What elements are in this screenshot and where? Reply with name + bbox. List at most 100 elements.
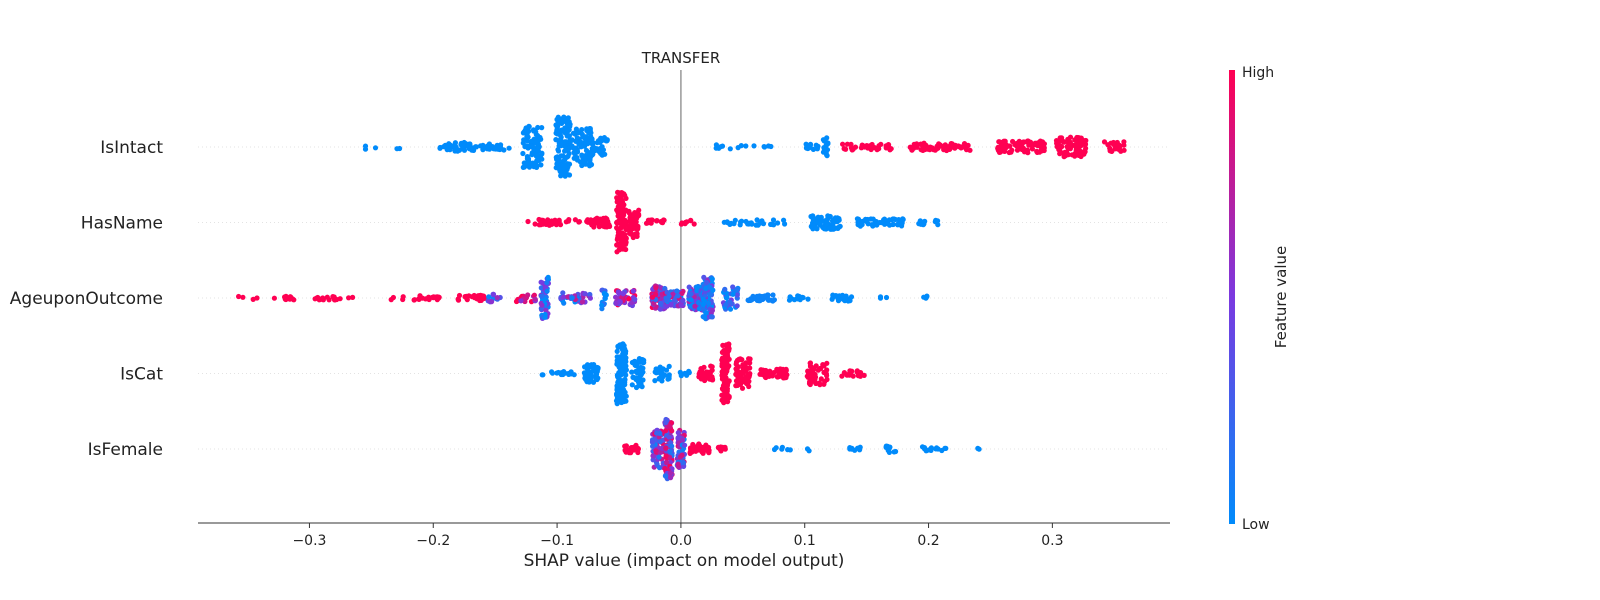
data-point — [513, 298, 520, 305]
data-point — [623, 367, 629, 373]
data-point — [1014, 147, 1021, 153]
data-point — [918, 147, 924, 153]
data-point — [686, 368, 692, 374]
data-point — [614, 197, 621, 203]
series-IsFemale — [622, 416, 982, 482]
data-point — [891, 449, 897, 455]
data-point — [663, 445, 669, 451]
data-point — [826, 225, 833, 231]
data-point — [533, 129, 539, 135]
data-point — [746, 356, 752, 362]
data-point — [782, 221, 788, 227]
data-point — [580, 134, 586, 140]
data-point — [587, 295, 594, 301]
data-point — [758, 367, 764, 373]
data-point — [1078, 143, 1084, 149]
data-point — [899, 220, 905, 226]
data-point — [850, 373, 856, 379]
data-point — [620, 291, 626, 297]
data-point — [626, 208, 632, 214]
data-point — [679, 452, 685, 458]
data-point — [706, 369, 712, 375]
data-point — [590, 141, 596, 147]
data-point — [569, 137, 575, 143]
data-point — [591, 362, 597, 368]
data-point — [666, 434, 672, 440]
data-point — [865, 145, 871, 151]
data-point — [1009, 147, 1015, 153]
data-point — [579, 127, 585, 133]
data-point — [746, 297, 752, 304]
data-point — [616, 290, 622, 296]
data-point — [680, 437, 686, 443]
data-point — [520, 150, 526, 157]
data-point — [667, 424, 673, 430]
data-point — [587, 126, 593, 132]
data-point — [544, 280, 550, 286]
data-point — [805, 374, 811, 380]
data-point — [553, 137, 559, 143]
data-point — [473, 144, 479, 150]
colorbar-title: Feature value — [1272, 246, 1290, 348]
data-point — [628, 212, 634, 218]
data-point — [734, 286, 740, 292]
data-point — [664, 303, 670, 309]
data-point — [493, 146, 499, 152]
data-point — [633, 211, 639, 217]
data-point — [561, 139, 567, 145]
data-point — [932, 219, 938, 225]
data-point — [732, 217, 738, 223]
data-point — [617, 220, 623, 226]
data-point — [1121, 147, 1127, 153]
data-point — [663, 420, 669, 426]
data-point — [621, 377, 628, 383]
data-point — [783, 366, 789, 372]
data-point — [538, 162, 544, 168]
data-point — [569, 143, 575, 149]
data-point — [622, 360, 628, 366]
data-point — [664, 289, 670, 295]
data-point — [664, 460, 670, 466]
data-point — [521, 137, 527, 143]
data-point — [1068, 143, 1074, 149]
data-point — [520, 130, 527, 136]
data-point — [721, 368, 727, 375]
data-point — [668, 302, 674, 308]
data-point — [657, 306, 663, 312]
data-point — [602, 224, 608, 230]
data-point — [324, 294, 330, 300]
data-point — [506, 145, 512, 151]
data-point — [630, 444, 637, 450]
data-point — [674, 288, 680, 294]
data-point — [630, 288, 636, 294]
data-point — [1075, 135, 1081, 141]
data-point — [688, 291, 694, 297]
data-point — [412, 297, 418, 303]
data-point — [1029, 146, 1035, 152]
data-point — [653, 448, 659, 454]
data-point — [536, 222, 542, 228]
data-point — [967, 147, 973, 153]
data-point — [566, 371, 572, 377]
data-point — [887, 222, 893, 228]
data-points — [236, 114, 1127, 482]
data-point — [663, 453, 669, 459]
data-point — [573, 145, 579, 151]
data-point — [900, 216, 906, 222]
data-point — [907, 144, 913, 150]
data-point — [312, 296, 318, 302]
data-point — [746, 365, 752, 371]
data-point — [745, 380, 751, 386]
data-point — [949, 141, 955, 147]
data-point — [545, 217, 551, 223]
data-point — [616, 214, 622, 220]
x-tick-label: −0.2 — [416, 533, 450, 549]
data-point — [911, 141, 917, 147]
data-point — [737, 222, 743, 228]
feature-labels: IsIntact HasName AgeuponOutcome IsCat IsFema… — [10, 138, 164, 460]
data-point — [622, 350, 629, 356]
data-point — [1077, 149, 1083, 155]
series-AgeuponOutcome — [236, 274, 930, 322]
data-point — [346, 295, 352, 301]
